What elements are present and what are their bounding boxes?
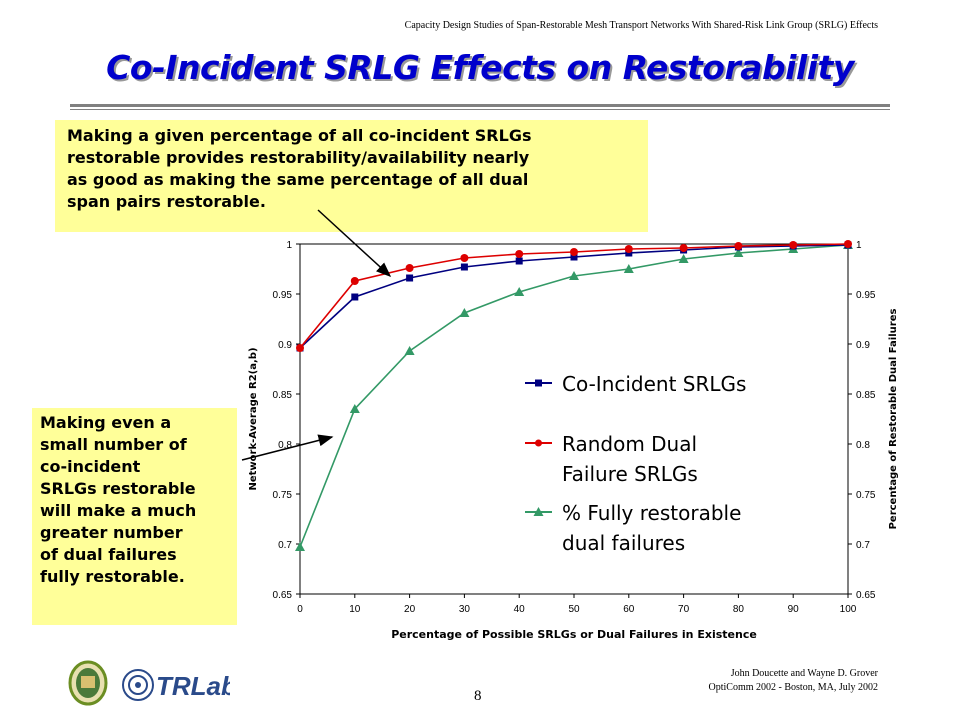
- callout-left: Making even a small number of co-inciden…: [32, 408, 237, 625]
- footer-venue: OptiComm 2002 - Boston, MA, July 2002: [708, 682, 878, 693]
- data-point: [295, 542, 305, 551]
- y-tick-label-left: 0.9: [278, 340, 292, 351]
- trlabs-logo: TRLabs: [120, 665, 251, 710]
- title-rule-thin: [70, 109, 890, 110]
- x-tick-label: 70: [678, 604, 690, 615]
- arrow-left: [241, 434, 334, 461]
- data-point: [679, 244, 688, 252]
- x-tick-label: 20: [404, 604, 416, 615]
- legend-label: Failure SRLGs: [562, 462, 698, 486]
- data-point: [844, 240, 852, 248]
- y-tick-label-right: 0.85: [856, 390, 876, 401]
- data-point: [515, 250, 524, 258]
- data-point: [515, 257, 523, 265]
- x-tick-label: 100: [840, 604, 857, 615]
- x-tick-label: 50: [568, 604, 580, 615]
- legend-label: Co-Incident SRLGs: [562, 372, 746, 396]
- legend-marker: [535, 379, 542, 387]
- data-point: [624, 245, 633, 253]
- restorability-chart: 0.65 0.65 0.7 0.7 0.75 0.75 0.8 0.8 0.85 0.85 0.9 0…: [248, 240, 899, 641]
- data-point: [404, 346, 415, 355]
- legend-label: dual failures: [562, 531, 685, 555]
- data-point: [514, 287, 525, 296]
- title-rule: [70, 104, 890, 107]
- x-tick-label: 0: [297, 604, 303, 615]
- y-tick-label-left: 1: [286, 240, 292, 251]
- y-axis-label-left: Network-Average R2(a,b): [248, 347, 259, 490]
- running-header: Capacity Design Studies of Span-Restorab…: [404, 20, 878, 31]
- y-tick-label-right: 1: [856, 240, 862, 251]
- y-tick-label-left: 0.85: [273, 390, 293, 401]
- x-tick-label: 60: [623, 604, 635, 615]
- trlabs-logo-text: TRLabs: [156, 671, 230, 701]
- chart-axes: 0.65 0.65 0.7 0.7 0.75 0.75 0.8 0.8 0.85 0.85 0.9 0…: [248, 240, 899, 641]
- data-point: [351, 293, 359, 301]
- callout-top-text: Making a given percentage of all co-inci…: [67, 126, 532, 211]
- callout-left-text: Making even a small number of co-inciden…: [40, 413, 197, 586]
- chart-legend: Co-Incident SRLGs Random Dual Failure SRLG…: [522, 362, 840, 580]
- data-point: [405, 264, 414, 272]
- callout-top: Making a given percentage of all co-inci…: [55, 120, 648, 232]
- y-tick-label-left: 0.7: [278, 540, 292, 551]
- data-point: [459, 308, 470, 317]
- x-tick-label: 30: [459, 604, 471, 615]
- footer-authors: John Doucette and Wayne D. Grover: [730, 668, 878, 679]
- data-point: [460, 254, 469, 262]
- data-point: [734, 242, 743, 250]
- data-point: [623, 264, 634, 273]
- y-tick-label-left: 0.75: [273, 490, 293, 501]
- data-point: [570, 253, 578, 261]
- y-tick-label-right: 0.9: [856, 340, 870, 351]
- legend-marker: [533, 507, 544, 516]
- y-axis-label-right: Percentage of Restorable Dual Failures: [888, 309, 899, 530]
- x-axis-label: Percentage of Possible SRLGs or Dual Fai…: [391, 628, 757, 641]
- y-tick-label-right: 0.7: [856, 540, 870, 551]
- legend-marker: [535, 439, 542, 447]
- legend-label: Random Dual: [562, 432, 697, 456]
- y-tick-label-right: 0.65: [856, 590, 876, 601]
- slide-title: Co-Incident SRLG Effects on Restorabilit…: [106, 48, 854, 87]
- x-tick-label: 80: [733, 604, 745, 615]
- y-tick-label-right: 0.95: [856, 290, 876, 301]
- legend-label: % Fully restorable: [562, 501, 741, 525]
- data-point: [678, 254, 689, 263]
- y-tick-label-left: 0.65: [273, 590, 293, 601]
- x-tick-label: 40: [514, 604, 526, 615]
- page-number: 8: [474, 688, 482, 704]
- x-tick-label: 10: [349, 604, 361, 615]
- data-point: [406, 274, 414, 282]
- y-tick-label-right: 0.8: [856, 440, 870, 451]
- university-crest-logo: [68, 660, 108, 711]
- data-point: [296, 344, 304, 352]
- data-point: [570, 248, 578, 256]
- data-point: [460, 263, 468, 271]
- data-point: [569, 271, 579, 280]
- chart-series: [295, 240, 853, 551]
- arrow-top: [317, 209, 392, 278]
- y-tick-label-left: 0.95: [273, 290, 293, 301]
- data-point: [789, 241, 798, 249]
- y-tick-label-left: 0.8: [278, 440, 292, 451]
- legend-box: [522, 362, 840, 580]
- y-tick-label-right: 0.75: [856, 490, 876, 501]
- data-point: [733, 248, 744, 257]
- data-point: [350, 277, 359, 285]
- x-tick-label: 90: [788, 604, 800, 615]
- data-point: [349, 404, 360, 413]
